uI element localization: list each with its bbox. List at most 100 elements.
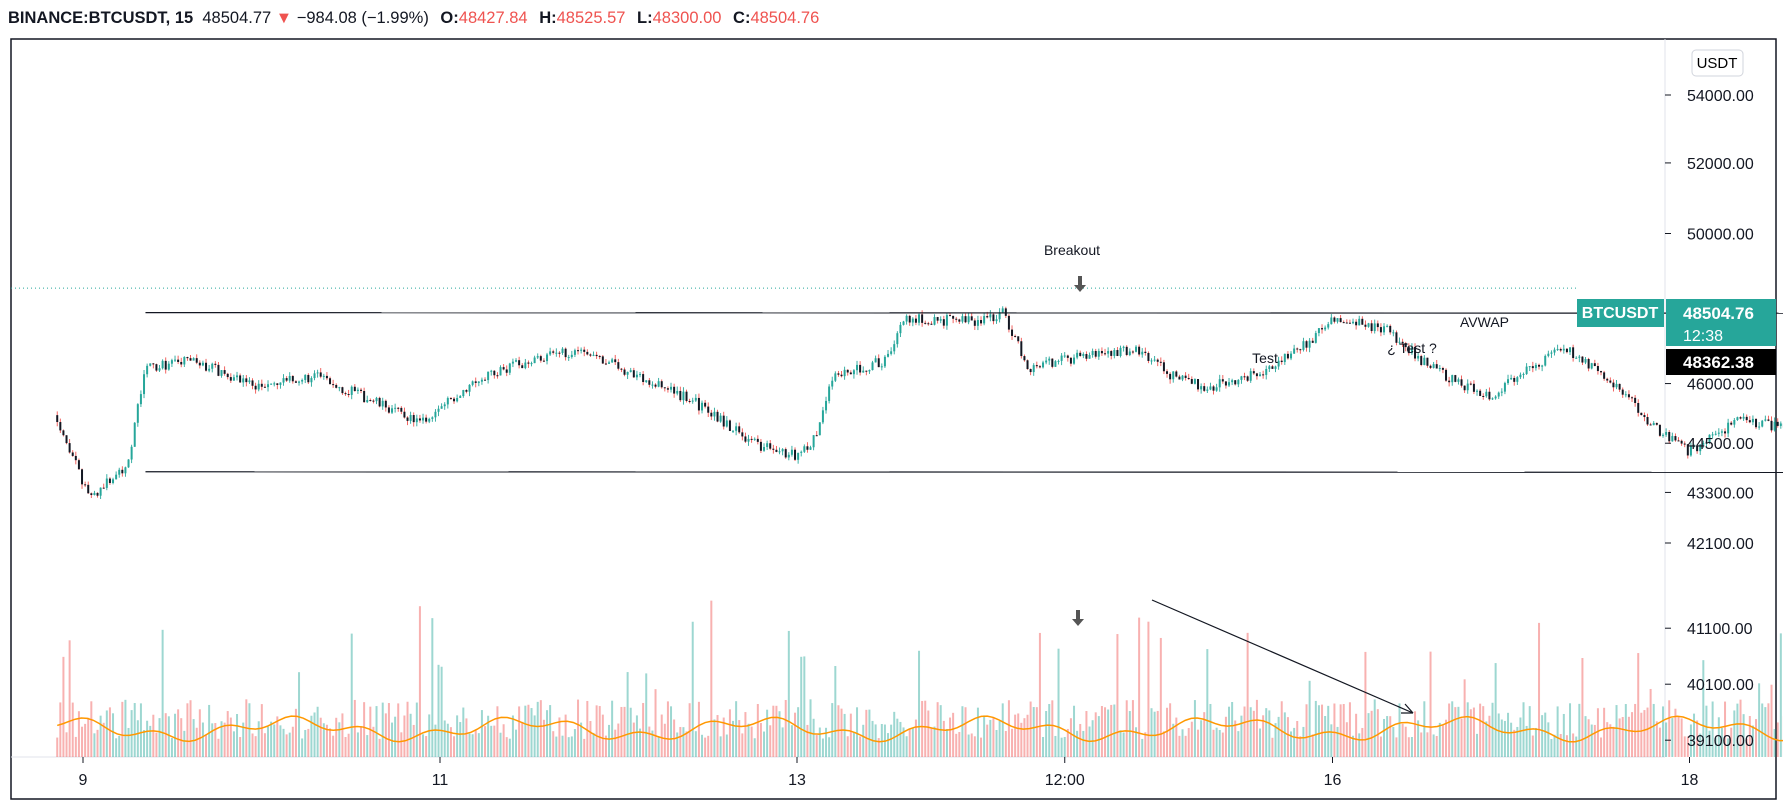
candle-body <box>1277 360 1280 367</box>
candle-body <box>577 350 580 352</box>
volume-bar <box>1026 714 1029 757</box>
candle-body <box>1429 365 1432 368</box>
volume-bar <box>1063 736 1066 757</box>
candle-body <box>763 447 766 451</box>
volume-bar <box>930 727 933 757</box>
candle-body <box>167 363 170 370</box>
candle-body <box>1004 308 1007 316</box>
volume-bar <box>1172 723 1175 757</box>
volume-bar <box>198 709 201 757</box>
candle-body <box>1618 383 1621 390</box>
volume-bar <box>124 699 127 757</box>
volume-bar <box>298 672 301 757</box>
volume-bar <box>1600 737 1603 757</box>
price-tick-label: 46000.00 <box>1687 377 1754 394</box>
volume-bar <box>756 704 759 757</box>
volume-bar <box>586 700 589 757</box>
volume-bar <box>121 701 124 757</box>
volume-bar <box>1745 738 1748 757</box>
candle-body <box>1361 318 1364 325</box>
currency-button[interactable]: USDT <box>1691 49 1744 77</box>
candle-body <box>1169 373 1172 380</box>
volume-bar <box>415 702 418 757</box>
time-tick-label: 9 <box>79 772 88 789</box>
volume-bar <box>301 738 304 757</box>
volume-bar <box>487 715 490 757</box>
candle-body <box>115 474 118 480</box>
volume-bar <box>1550 738 1553 757</box>
candle-body <box>409 415 412 421</box>
candle-body <box>945 315 948 326</box>
range-high-line[interactable] <box>145 312 1783 314</box>
volume-bar <box>759 722 762 757</box>
candle-body <box>394 407 397 409</box>
volume-bar <box>74 736 77 757</box>
volume-bar <box>108 707 111 757</box>
volume-bar <box>818 727 821 757</box>
high-label: H: <box>539 9 557 27</box>
volume-bar <box>1432 734 1435 757</box>
candle-body <box>1231 380 1234 383</box>
breakout-label: Breakout <box>1044 242 1100 258</box>
volume-trend-line[interactable] <box>1151 599 1414 714</box>
candle-body <box>701 402 704 411</box>
candle-body <box>1159 361 1162 363</box>
candle-body <box>555 352 558 354</box>
candle-body <box>1038 366 1041 368</box>
volume-bar <box>1572 733 1575 757</box>
volume-bar <box>1575 736 1578 757</box>
candle-body <box>310 378 313 383</box>
volume-bar <box>316 706 319 757</box>
candle-body <box>617 362 620 369</box>
candle-body <box>158 368 161 371</box>
volume-bar <box>1733 710 1736 757</box>
volume-bar <box>1240 715 1243 757</box>
volume-bar <box>1246 632 1249 757</box>
avwap-label: AVWAP <box>1460 314 1509 330</box>
candle-body <box>170 360 173 364</box>
volume-bar <box>232 731 235 757</box>
candle-body <box>775 449 778 452</box>
candle-body <box>995 319 998 322</box>
volume-bar <box>635 715 638 757</box>
volume-bar <box>155 732 158 757</box>
candle-body <box>443 404 446 407</box>
candle-body <box>874 358 877 363</box>
candle-body <box>952 315 955 319</box>
volume-bar <box>1677 716 1680 757</box>
volume-bar <box>983 715 986 757</box>
volume-bar <box>1507 712 1510 757</box>
candle-body <box>381 400 384 407</box>
candle-body <box>1141 351 1144 355</box>
volume-bar <box>394 716 397 757</box>
volume-bar <box>313 712 316 757</box>
volume-bar <box>1274 723 1277 757</box>
candle-body <box>1432 364 1435 368</box>
candle-body <box>1007 315 1010 330</box>
candle-body <box>921 314 924 323</box>
volume-bar <box>1404 726 1407 757</box>
volume-bar <box>521 721 524 757</box>
candle-body <box>1779 423 1782 426</box>
candle-body <box>1305 341 1308 348</box>
volume-bar <box>90 701 93 757</box>
volume-bar <box>1423 701 1426 757</box>
volume-bar <box>1150 708 1153 757</box>
avwap-price-value: 48362.38 <box>1683 353 1754 372</box>
candle-body <box>1668 432 1671 442</box>
volume-bar <box>1699 733 1702 757</box>
candle-body <box>722 415 725 427</box>
volume-bar <box>973 736 976 757</box>
candle-body <box>201 362 204 366</box>
candle-body <box>152 363 155 365</box>
candle-body <box>484 379 487 381</box>
candle-body <box>958 319 961 322</box>
range-low-line[interactable] <box>145 471 1783 473</box>
volume-bar <box>112 713 115 757</box>
volume-bar <box>1302 726 1305 757</box>
candle-body <box>1187 377 1190 380</box>
volume-bar <box>515 729 518 757</box>
price-axis[interactable]: 54000.00 52000.00 50000.00 46000.00 44500.00… <box>1665 88 1754 750</box>
